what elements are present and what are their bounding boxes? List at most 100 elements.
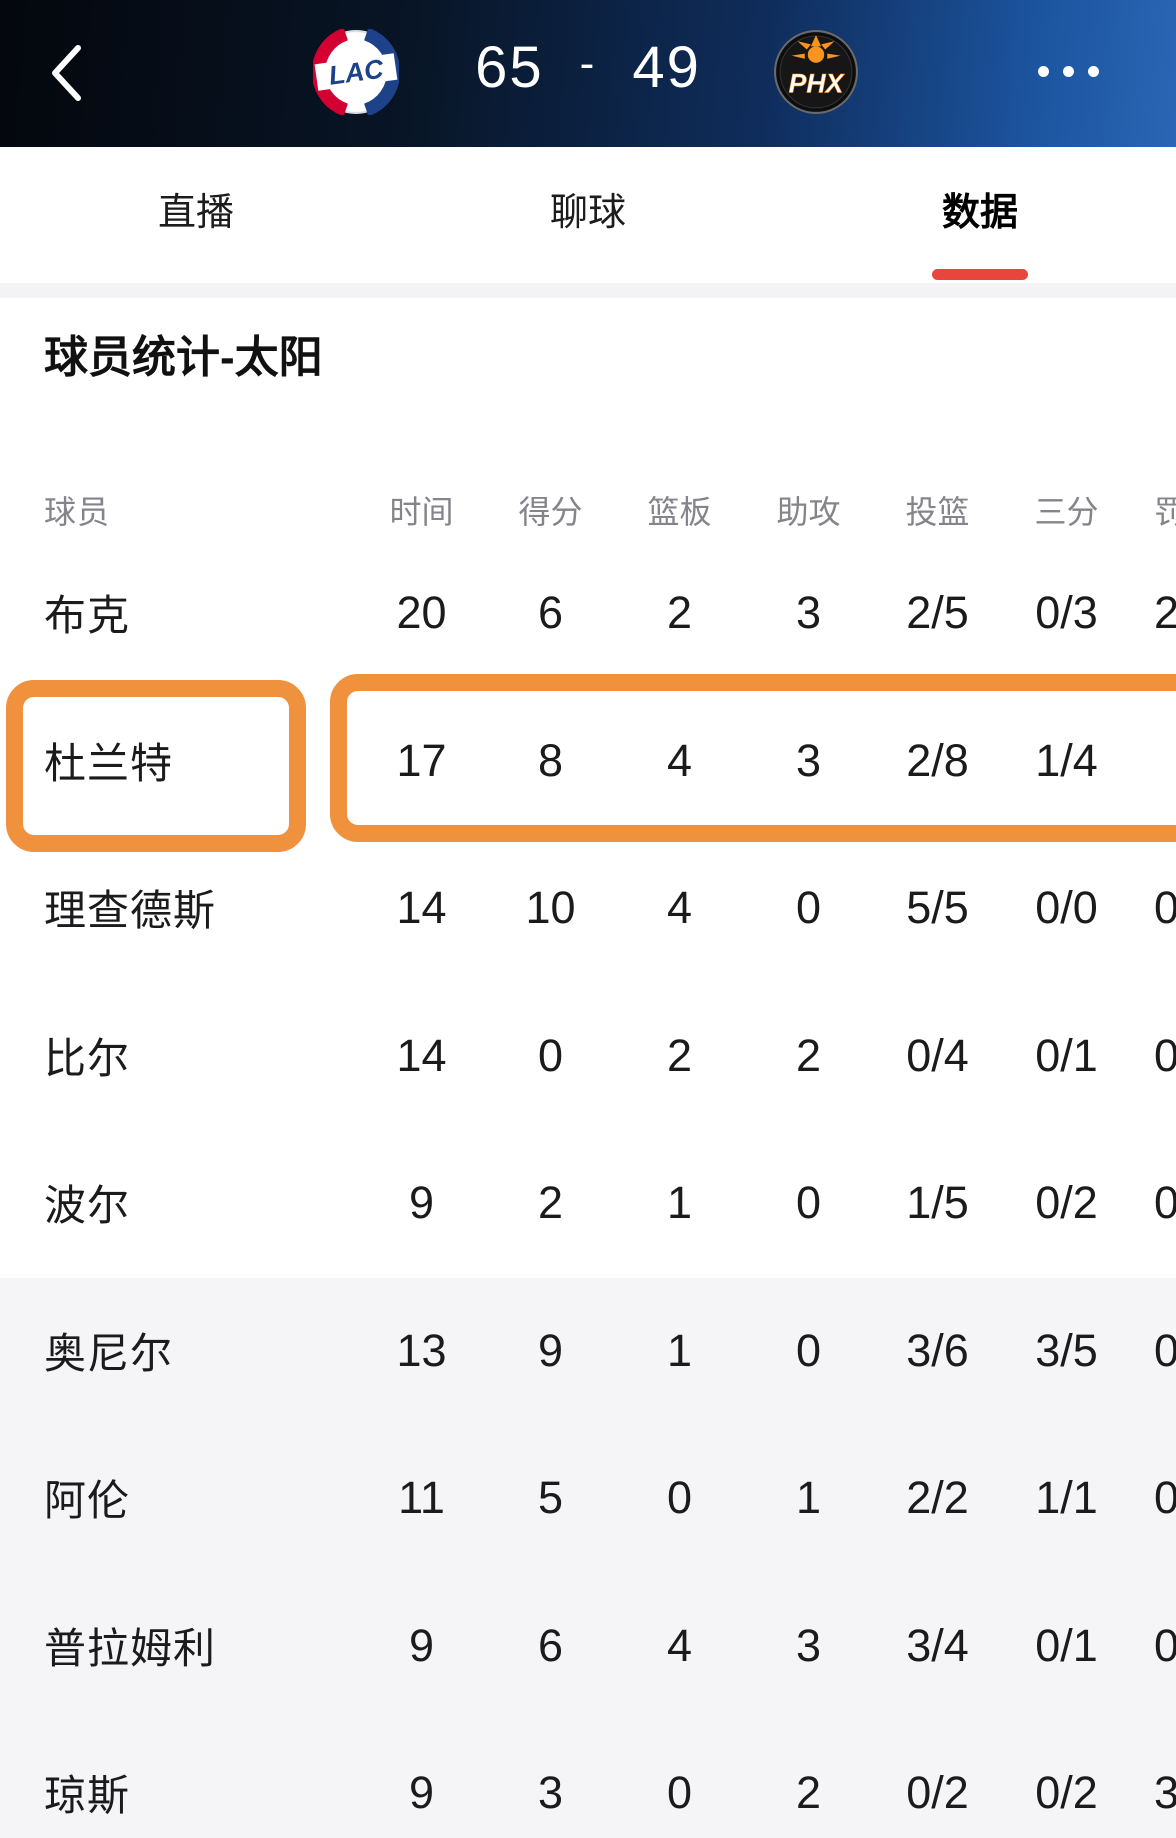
cell-fg: 0/2 [906, 1766, 969, 1818]
cell-3pt: 1/4 [1035, 734, 1098, 786]
cell-ft: 0 [1154, 1176, 1176, 1228]
top-bar: LAC 65 - 49 PHX [0, 0, 1176, 147]
cell-rebounds: 2 [666, 1029, 693, 1081]
cell-points: 3 [537, 1766, 564, 1818]
cell-ft: 0 [1154, 1324, 1176, 1376]
row-player-name: 波尔 [44, 1182, 131, 1229]
table-row[interactable]: 琼斯 9 3 0 2 0/2 0/2 3 [0, 1762, 1176, 1822]
table-row[interactable]: 布克 20 6 2 3 2/5 0/3 2 [0, 582, 1176, 642]
cell-points: 9 [537, 1324, 564, 1376]
table-header-row: 球员 时间 得分 篮板 助攻 投篮 三分 罚球 [0, 480, 1176, 540]
cell-assists: 1 [795, 1471, 822, 1523]
bench-section-background [0, 1278, 1176, 1838]
tab-live[interactable]: 直播 [157, 191, 234, 234]
table-row[interactable]: 奥尼尔 13 9 1 0 3/6 3/5 0 [0, 1320, 1176, 1380]
row-player-name: 阿伦 [44, 1477, 131, 1524]
cell-time: 9 [408, 1176, 435, 1228]
more-button[interactable] [1032, 60, 1105, 83]
cell-assists: 3 [795, 1619, 822, 1671]
cell-rebounds: 1 [666, 1176, 693, 1228]
cell-points: 10 [525, 881, 576, 933]
cell-assists: 0 [795, 1176, 822, 1228]
chevron-left-icon [52, 45, 81, 101]
header-fg: 投篮 [905, 494, 970, 530]
back-button[interactable] [46, 42, 88, 104]
cell-time: 11 [398, 1471, 445, 1523]
cell-fg: 2/2 [906, 1471, 969, 1523]
cell-3pt: 0/1 [1035, 1619, 1098, 1671]
cell-time: 14 [396, 881, 447, 933]
cell-time: 20 [396, 586, 447, 638]
score-right: 49 [632, 35, 701, 100]
cell-assists: 2 [795, 1766, 822, 1818]
cell-3pt: 1/1 [1035, 1471, 1098, 1523]
ellipsis-icon [1038, 66, 1049, 77]
cell-ft: 0 [1154, 1029, 1176, 1081]
phx-abbr-label: PHX [789, 68, 846, 98]
cell-3pt: 0/3 [1035, 586, 1098, 638]
active-tab-underline [932, 269, 1028, 280]
cell-fg: 5/5 [906, 881, 969, 933]
cell-points: 8 [537, 734, 564, 786]
cell-time: 9 [408, 1619, 435, 1671]
score-left: 65 [475, 35, 544, 100]
tab-chat[interactable]: 聊球 [549, 191, 626, 234]
row-player-name: 琼斯 [44, 1772, 131, 1819]
cell-rebounds: 0 [666, 1471, 693, 1523]
cell-fg: 0/4 [906, 1029, 969, 1081]
cell-assists: 3 [795, 586, 822, 638]
cell-3pt: 0/2 [1035, 1766, 1098, 1818]
ellipsis-icon [1063, 66, 1074, 77]
cell-points: 5 [537, 1471, 564, 1523]
cell-rebounds: 4 [666, 881, 693, 933]
cell-time: 14 [396, 1029, 447, 1081]
section-title: 球员统计-太阳 [44, 333, 323, 382]
header-3pt: 三分 [1034, 494, 1099, 530]
cell-rebounds: 4 [666, 734, 693, 786]
cell-3pt: 3/5 [1035, 1324, 1098, 1376]
cell-rebounds: 2 [666, 586, 693, 638]
header-rebounds: 篮板 [647, 494, 712, 530]
tab-bar: 直播 聊球 数据 [0, 147, 1176, 283]
cell-fg: 2/8 [906, 734, 969, 786]
cell-assists: 0 [795, 881, 822, 933]
cell-ft: 0 [1154, 1471, 1176, 1523]
cell-3pt: 0/2 [1035, 1176, 1098, 1228]
tab-stats[interactable]: 数据 [941, 191, 1018, 234]
team-logo-phx-icon: PHX [774, 30, 858, 114]
cell-fg: 3/4 [906, 1619, 969, 1671]
header-player: 球员 [44, 494, 111, 530]
cell-ft: 0 [1154, 1619, 1176, 1671]
cell-assists: 3 [795, 734, 822, 786]
cell-points: 0 [537, 1029, 564, 1081]
row-player-name: 布克 [44, 592, 131, 639]
row-player-name: 杜兰特 [44, 740, 174, 787]
header-points: 得分 [518, 494, 583, 530]
cell-rebounds: 4 [666, 1619, 693, 1671]
row-player-name: 普拉姆利 [44, 1625, 217, 1672]
cell-time: 13 [396, 1324, 447, 1376]
cell-fg: 3/6 [906, 1324, 969, 1376]
cell-ft: 3 [1154, 1766, 1176, 1818]
table-row[interactable]: 理查德斯 14 10 4 0 5/5 0/0 0 [0, 877, 1176, 937]
cell-ft: 0 [1154, 881, 1176, 933]
row-player-name: 奥尼尔 [44, 1330, 174, 1377]
table-row[interactable]: 波尔 9 2 1 0 1/5 0/2 0 [0, 1172, 1176, 1232]
cell-time: 17 [396, 734, 447, 786]
header-time: 时间 [389, 494, 454, 530]
cell-rebounds: 1 [666, 1324, 693, 1376]
score-divider: - [579, 38, 597, 88]
row-player-name: 理查德斯 [44, 887, 217, 934]
cell-points: 2 [537, 1176, 564, 1228]
table-row[interactable]: 普拉姆利 9 6 4 3 3/4 0/1 0 [0, 1615, 1176, 1675]
ellipsis-icon [1088, 66, 1099, 77]
table-row[interactable]: 阿伦 11 5 0 1 2/2 1/1 0 [0, 1467, 1176, 1527]
team-logo-lac-icon: LAC [313, 29, 399, 115]
table-row-highlighted[interactable]: 杜兰特 17 8 4 3 2/8 1/4 [0, 730, 1176, 790]
cell-time: 9 [408, 1766, 435, 1818]
cell-points: 6 [537, 1619, 564, 1671]
cell-assists: 0 [795, 1324, 822, 1376]
table-row[interactable]: 比尔 14 0 2 2 0/4 0/1 0 [0, 1025, 1176, 1085]
row-player-name: 比尔 [44, 1035, 131, 1082]
